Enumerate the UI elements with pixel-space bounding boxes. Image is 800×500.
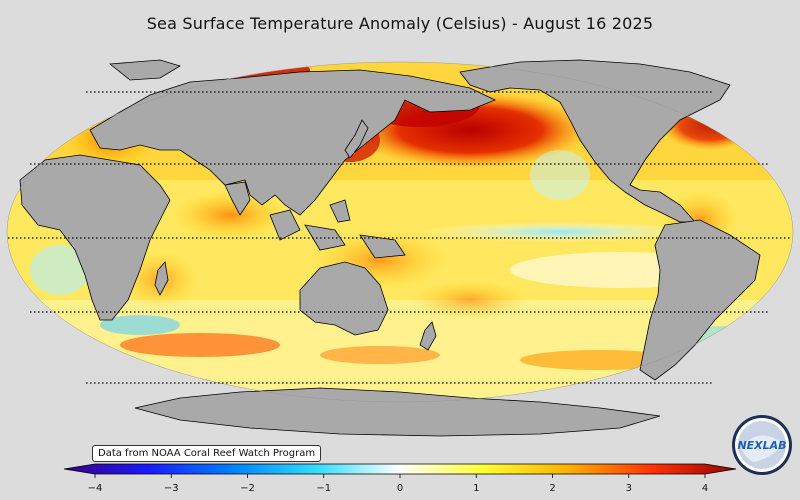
eurasia-landmass	[89, 69, 496, 216]
south-america-landmass	[639, 219, 761, 381]
africa-landmass	[19, 154, 171, 321]
greenland-landmass	[108, 59, 181, 81]
graticule	[8, 91, 792, 384]
japan-landmass	[344, 119, 369, 159]
colorbar-tick-label: −2	[240, 483, 255, 494]
colorbar-tick-label: −1	[316, 483, 332, 494]
land-masses	[19, 59, 761, 437]
colorbar-tick-label: −4	[87, 483, 103, 494]
india-landmass	[224, 181, 251, 216]
colorbar-tick-label: 2	[549, 483, 556, 494]
colorbar-tick-label: 4	[701, 483, 709, 494]
madagascar-landmass	[154, 261, 169, 296]
new-zealand-landmass	[419, 321, 437, 351]
colorbar	[63, 463, 737, 478]
colorbar-bar	[63, 463, 737, 475]
antarctica-landmass	[134, 387, 661, 437]
australia-landmass	[299, 261, 389, 336]
colorbar-tick-label: −3	[163, 483, 179, 494]
logo-text: NEXLAB	[737, 439, 786, 452]
map-title: Sea Surface Temperature Anomaly (Celsius…	[146, 14, 654, 33]
colorbar-tick-label: 0	[396, 483, 404, 494]
globe-outline	[6, 61, 794, 403]
colorbar-ticks	[94, 474, 706, 478]
colorbar-tick-label: 3	[625, 483, 632, 494]
colorbar-tick-label: 1	[473, 483, 480, 494]
north-america-landmass	[459, 59, 731, 223]
maritime-continent	[269, 199, 406, 259]
nexlab-logo: NEXLAB	[732, 415, 792, 475]
data-source-note: Data from NOAA Coral Reef Watch Program	[92, 445, 322, 462]
